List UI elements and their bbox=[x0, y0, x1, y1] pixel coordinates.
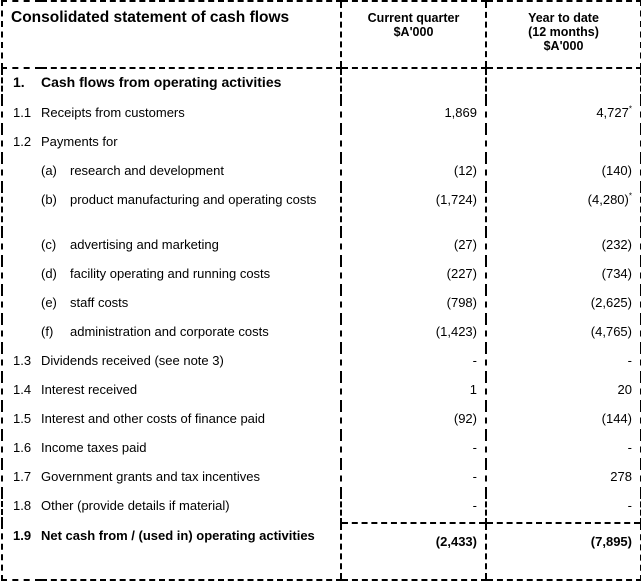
row-label: Government grants and tax incentives bbox=[41, 469, 260, 484]
current-quarter-value: - bbox=[340, 493, 486, 523]
current-quarter-value: (27) bbox=[340, 232, 486, 261]
year-to-date-value: (232) bbox=[485, 232, 641, 261]
year-to-date-value: (140) bbox=[485, 158, 641, 187]
table-row: 1.6 Income taxes paid - - bbox=[1, 435, 641, 464]
row-number: 1.6 bbox=[1, 435, 41, 464]
year-to-date-cell: 4,727* bbox=[485, 100, 641, 129]
table-row: (e) staff costs (798) (2,625) bbox=[1, 290, 641, 319]
ytd-header-line3: $A'000 bbox=[543, 39, 584, 53]
current-quarter-value: (798) bbox=[340, 290, 486, 319]
ytd-header-line2: (12 months) bbox=[528, 25, 599, 39]
current-quarter-value: - bbox=[340, 464, 486, 493]
row-label: administration and corporate costs bbox=[70, 324, 269, 339]
current-quarter-total: (2,433) bbox=[340, 522, 486, 581]
table-row: 1.3 Dividends received (see note 3) - - bbox=[1, 348, 641, 377]
current-quarter-value: (1,423) bbox=[340, 319, 486, 348]
current-quarter-value: - bbox=[340, 348, 486, 377]
row-label: Payments for bbox=[41, 134, 118, 149]
table-row: 1.8 Other (provide details if material) … bbox=[1, 493, 641, 523]
current-quarter-value: - bbox=[340, 435, 486, 464]
row-number: 1.3 bbox=[1, 348, 41, 377]
footnote-asterisk: * bbox=[628, 191, 632, 201]
table-row: (c) advertising and marketing (27) (232) bbox=[1, 232, 641, 261]
row-label: product manufacturing and operating cost… bbox=[70, 192, 317, 207]
year-to-date-value: - bbox=[485, 493, 641, 523]
table-row: (a) research and development (12) (140) bbox=[1, 158, 641, 187]
section-number: 1. bbox=[1, 68, 41, 100]
row-label: advertising and marketing bbox=[70, 237, 219, 252]
row-label: Receipts from customers bbox=[41, 105, 185, 120]
total-row: 1.9 Net cash from / (used in) operating … bbox=[1, 522, 641, 581]
year-to-date-value: (2,625) bbox=[485, 290, 641, 319]
year-to-date-value: (4,280) bbox=[587, 192, 629, 207]
sub-item-letter: (f) bbox=[41, 324, 54, 339]
current-quarter-value: 1 bbox=[340, 377, 486, 406]
table-row: 1.7 Government grants and tax incentives… bbox=[1, 464, 641, 493]
row-number: 1.2 bbox=[1, 129, 41, 158]
table-row: 1.5 Interest and other costs of finance … bbox=[1, 406, 641, 435]
sub-item-letter: (b) bbox=[41, 192, 57, 207]
year-to-date-value: 278 bbox=[485, 464, 641, 493]
year-to-date-cell: (4,280)* bbox=[485, 187, 641, 232]
current-quarter-value: (1,724) bbox=[340, 187, 486, 232]
row-label: Other (provide details if material) bbox=[41, 498, 230, 513]
row-number: 1.5 bbox=[1, 406, 41, 435]
sub-item-letter: (e) bbox=[41, 295, 57, 310]
footnote-asterisk: * bbox=[628, 104, 632, 114]
year-to-date-header: Year to date (12 months) $A'000 bbox=[485, 0, 641, 69]
statement-title: Consolidated statement of cash flows bbox=[1, 0, 341, 69]
row-label: Income taxes paid bbox=[41, 440, 147, 455]
section-row-operating: 1. Cash flows from operating activities bbox=[1, 68, 641, 100]
current-quarter-header-line2: $A'000 bbox=[393, 25, 434, 39]
current-quarter-value: (92) bbox=[340, 406, 486, 435]
year-to-date-value: (144) bbox=[485, 406, 641, 435]
row-label: Interest received bbox=[41, 382, 138, 397]
table-row: 1.2 Payments for bbox=[1, 129, 641, 158]
year-to-date-total: (7,895) bbox=[485, 522, 641, 581]
year-to-date-value: 4,727 bbox=[596, 105, 629, 120]
row-label: facility operating and running costs bbox=[70, 266, 271, 281]
year-to-date-value: (4,765) bbox=[485, 319, 641, 348]
table-row: 1.1 Receipts from customers 1,869 4,727* bbox=[1, 100, 641, 129]
year-to-date-value: - bbox=[485, 348, 641, 377]
table-row: (b) product manufacturing and operating c… bbox=[1, 187, 641, 232]
table-row: (f) administration and corporate costs (1… bbox=[1, 319, 641, 348]
row-number: 1.1 bbox=[1, 100, 41, 129]
row-number: 1.9 bbox=[1, 523, 41, 581]
table-header-row: Consolidated statement of cash flows Cur… bbox=[1, 0, 641, 69]
ytd-header-line1: Year to date bbox=[528, 11, 599, 25]
row-number: 1.8 bbox=[1, 493, 41, 523]
current-quarter-value: 1,869 bbox=[340, 100, 486, 129]
year-to-date-value: (734) bbox=[485, 261, 641, 290]
table-row: 1.4 Interest received 1 20 bbox=[1, 377, 641, 406]
row-label: Net cash from / (used in) operating acti… bbox=[41, 523, 341, 581]
year-to-date-value: - bbox=[485, 435, 641, 464]
current-quarter-value: (227) bbox=[340, 261, 486, 290]
row-number: 1.4 bbox=[1, 377, 41, 406]
section-label: Cash flows from operating activities bbox=[41, 74, 282, 90]
year-to-date-value: 20 bbox=[485, 377, 641, 406]
sub-item-letter: (d) bbox=[41, 266, 57, 281]
row-number: 1.7 bbox=[1, 464, 41, 493]
row-label: Interest and other costs of finance paid bbox=[41, 411, 266, 426]
current-quarter-header-line1: Current quarter bbox=[367, 11, 460, 25]
sub-item-letter: (a) bbox=[41, 163, 57, 178]
row-label: research and development bbox=[70, 163, 224, 178]
current-quarter-header: Current quarter $A'000 bbox=[340, 0, 486, 69]
current-quarter-value: (12) bbox=[340, 158, 486, 187]
row-label: Dividends received (see note 3) bbox=[41, 353, 224, 368]
row-label: staff costs bbox=[70, 295, 129, 310]
sub-item-letter: (c) bbox=[41, 237, 57, 252]
table-row: (d) facility operating and running costs … bbox=[1, 261, 641, 290]
